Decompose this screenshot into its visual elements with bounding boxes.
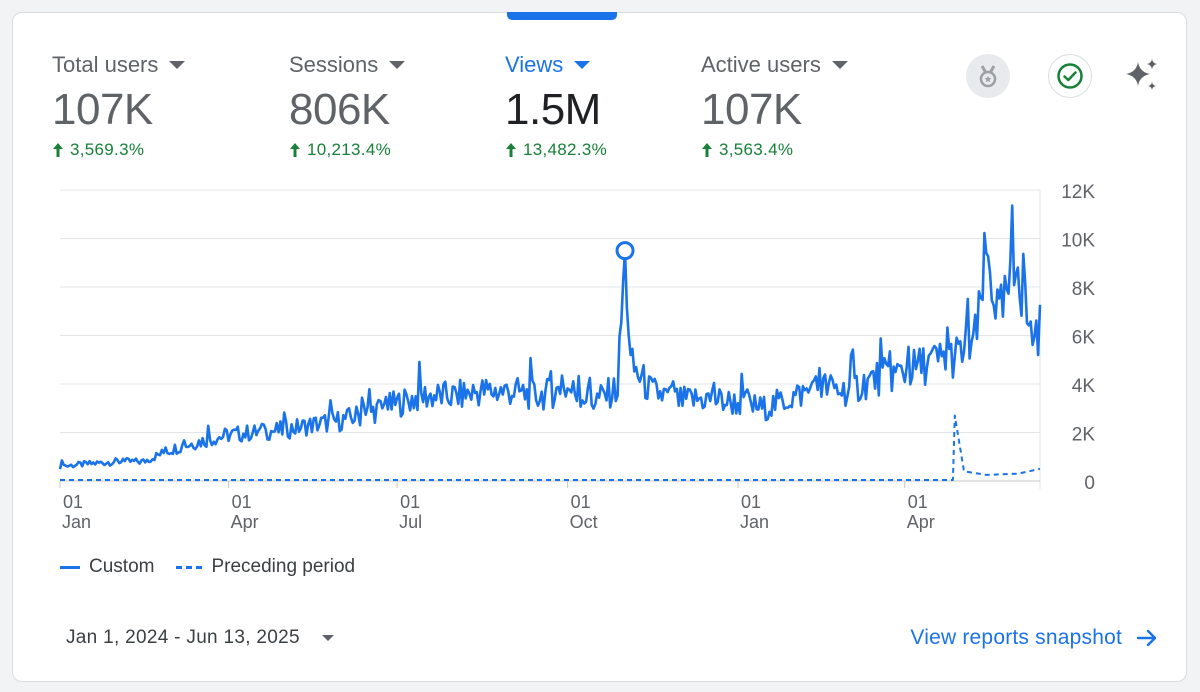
metric-value: 806K xyxy=(289,85,390,134)
metric-label: Total users xyxy=(52,52,159,77)
caret-down-icon[interactable] xyxy=(831,61,848,69)
legend-solid-line-icon xyxy=(60,565,80,569)
metric-change: 10,213.4% xyxy=(289,140,405,160)
metric-value: 107K xyxy=(701,85,802,134)
series-line-custom xyxy=(58,204,1042,470)
arrow-up-icon xyxy=(701,142,713,158)
metric-change-value: 3,569.3% xyxy=(70,140,145,159)
y-tick-label: 10K xyxy=(1061,231,1095,252)
metric-label: Sessions xyxy=(289,52,379,77)
chevron-down-icon xyxy=(321,635,334,641)
x-tick-day: 01 xyxy=(63,492,83,512)
check-circle-icon[interactable] xyxy=(1048,54,1092,98)
x-tick-month: Jan xyxy=(62,512,91,532)
y-tick-label: 12K xyxy=(1061,182,1095,203)
metric-change: 3,569.3% xyxy=(52,140,185,160)
x-tick-month: Apr xyxy=(231,512,259,532)
metric-tab-active-users[interactable]: Active users 107K 3,563.4% xyxy=(701,52,848,160)
views-line-chart: 12K10K8K6K4K2K001Jan01Apr01Jul01Oct01Jan… xyxy=(58,182,1096,532)
legend-custom-label: Custom xyxy=(89,556,155,577)
x-tick-day: 01 xyxy=(571,492,591,512)
y-tick-label: 0 xyxy=(1084,473,1095,494)
metric-label: Views xyxy=(505,52,564,77)
metric-label-row: Total users xyxy=(52,52,186,78)
x-tick-day: 01 xyxy=(232,492,252,512)
series-line-preceding-period xyxy=(60,414,1041,481)
arrow-up-icon xyxy=(289,142,301,158)
metric-label: Active users xyxy=(701,52,821,77)
arrow-up-icon xyxy=(505,142,517,158)
metric-change: 3,563.4% xyxy=(701,140,848,160)
metric-value: 1.5M xyxy=(505,85,601,134)
sparkle-icon[interactable] xyxy=(1120,54,1164,98)
metric-tab-total-users[interactable]: Total users 107K 3,569.3% xyxy=(52,52,186,160)
active-tab-indicator xyxy=(507,12,617,20)
caret-down-icon[interactable] xyxy=(389,61,406,69)
y-tick-label: 6K xyxy=(1072,328,1096,349)
metric-tab-views[interactable]: Views 1.5M 13,482.3% xyxy=(505,52,607,160)
metric-change-value: 3,563.4% xyxy=(719,140,794,159)
x-tick-day: 01 xyxy=(400,492,420,512)
arrow-right-icon xyxy=(1136,629,1157,647)
view-reports-snapshot-link[interactable]: View reports snapshot xyxy=(910,626,1158,650)
x-tick-day: 01 xyxy=(908,492,928,512)
insights-medal-icon[interactable] xyxy=(966,54,1010,98)
date-range-selector[interactable]: Jan 1, 2024 - Jun 13, 2025 xyxy=(66,627,334,649)
metric-label-row: Views xyxy=(505,52,607,78)
metric-change-value: 10,213.4% xyxy=(307,140,391,159)
metric-label-row: Active users xyxy=(701,52,848,78)
y-tick-label: 4K xyxy=(1072,376,1096,397)
arrow-up-icon xyxy=(52,142,64,158)
metric-label-row: Sessions xyxy=(289,52,406,78)
y-tick-label: 2K xyxy=(1072,425,1096,446)
date-range-label: Jan 1, 2024 - Jun 13, 2025 xyxy=(66,627,300,648)
report-card xyxy=(12,12,1187,682)
peak-highlight-marker[interactable] xyxy=(615,241,635,261)
snapshot-link-label: View reports snapshot xyxy=(910,626,1122,649)
chart-legend: Custom Preceding period xyxy=(60,556,355,578)
y-tick-label: 8K xyxy=(1072,279,1096,300)
x-tick-month: Jul xyxy=(399,512,422,532)
metric-change: 13,482.3% xyxy=(505,140,607,160)
x-tick-day: 01 xyxy=(741,492,761,512)
x-tick-month: Jan xyxy=(740,512,769,532)
metric-tab-sessions[interactable]: Sessions 806K 10,213.4% xyxy=(289,52,406,160)
caret-down-icon[interactable] xyxy=(574,61,591,69)
legend-dashed-line-icon xyxy=(176,565,203,569)
metric-change-value: 13,482.3% xyxy=(523,140,607,159)
caret-down-icon[interactable] xyxy=(169,61,186,69)
x-tick-month: Oct xyxy=(570,512,598,532)
metric-value: 107K xyxy=(52,85,153,134)
x-tick-month: Apr xyxy=(907,512,935,532)
legend-preceding-label: Preceding period xyxy=(211,556,356,577)
